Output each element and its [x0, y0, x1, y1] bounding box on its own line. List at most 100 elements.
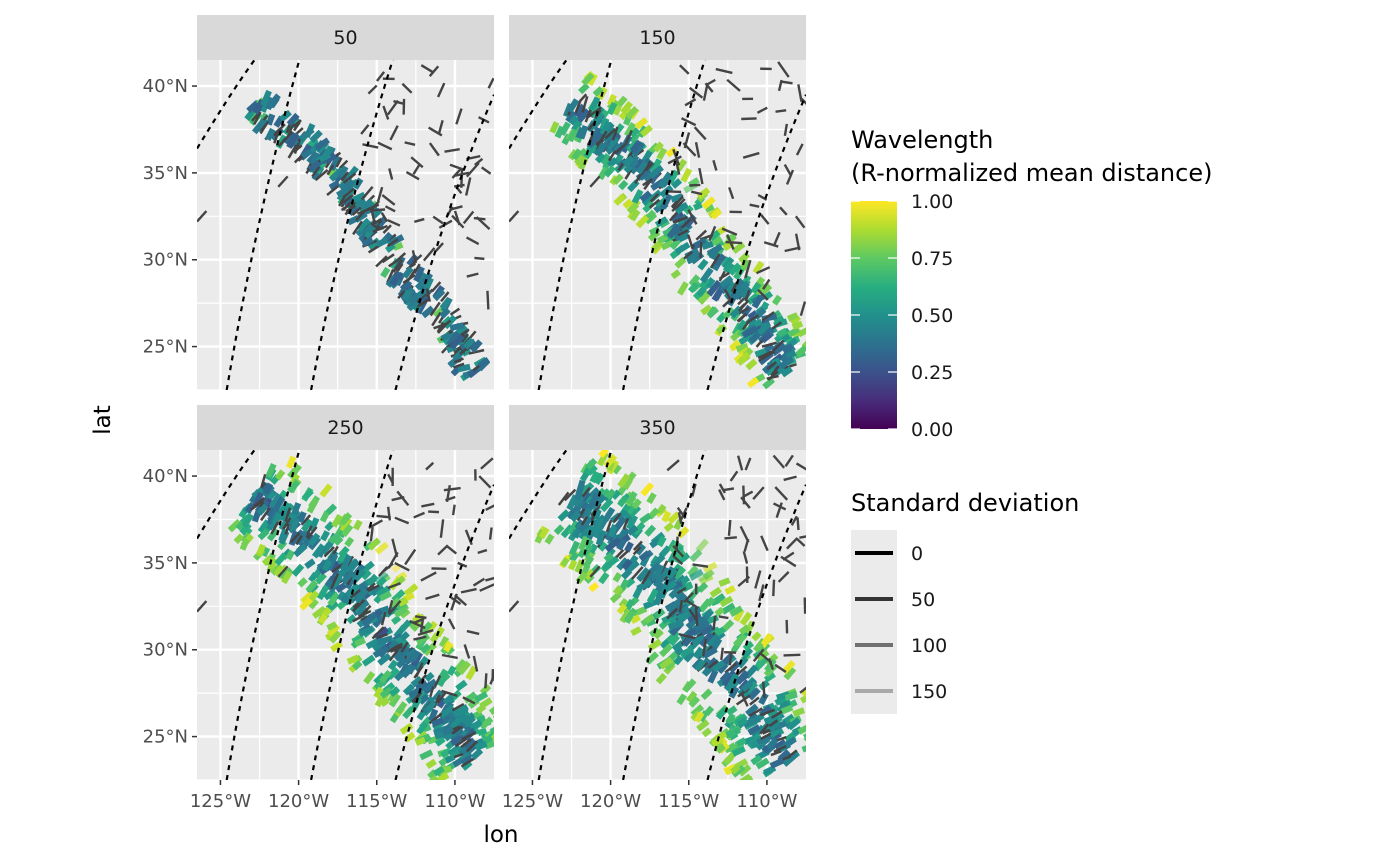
wavelength-segment [624, 609, 636, 624]
core-segment [783, 736, 797, 749]
wavelength-segment [375, 626, 389, 639]
wavelength-segment [611, 464, 622, 475]
wavelength-segment [323, 588, 337, 601]
core-segment [632, 540, 643, 551]
core-segment [265, 96, 276, 111]
sd-segment [472, 655, 479, 672]
wavelength-segment [787, 717, 801, 731]
sd-segment [370, 222, 380, 231]
wavelength-segment [304, 558, 316, 569]
core-segment [706, 243, 724, 257]
wavelength-segment [353, 197, 367, 209]
core-segment [683, 591, 695, 604]
core-segment [253, 496, 266, 508]
core-segment [617, 528, 628, 541]
sd-segment [366, 203, 380, 211]
wavelength-segment [754, 282, 767, 296]
sd-segment [447, 618, 456, 630]
core-segment [358, 625, 374, 637]
core-segment [587, 492, 601, 510]
core-segment [355, 209, 367, 222]
core-segment [308, 532, 321, 547]
wavelength-segment [797, 327, 806, 338]
wavelength-segment [328, 630, 342, 644]
wavelength-segment [736, 737, 747, 747]
wavelength-segment [721, 602, 736, 615]
wavelength-segment [568, 540, 580, 556]
sd-segment [380, 611, 387, 626]
core-segment [297, 511, 307, 524]
sd-segment [752, 486, 765, 501]
projection-arc [225, 450, 301, 780]
sd-segment [450, 593, 458, 611]
wavelength-segment [668, 634, 680, 647]
sd-segment [464, 177, 472, 196]
core-segment [337, 165, 349, 179]
sd-segment [436, 82, 446, 98]
y-tick-label: 30°N [143, 640, 188, 661]
sd-segment [744, 457, 752, 471]
wavelength-segment [680, 167, 693, 183]
core-segment [597, 130, 608, 145]
facet-panel-50: 50 [197, 15, 494, 390]
wavelength-segment [336, 590, 347, 602]
wavelength-segment [746, 376, 760, 389]
wavelength-segment [771, 294, 782, 306]
wavelength-segment [559, 121, 571, 137]
wavelength-segment [808, 712, 815, 716]
facet-strip [509, 15, 806, 60]
core-segment [286, 112, 300, 127]
wavelength-segment [752, 260, 765, 275]
wavelength-segment [677, 552, 691, 564]
core-segment [415, 680, 429, 692]
sd-segment [413, 511, 425, 519]
x-tick-label: 120°W [268, 791, 329, 812]
wavelength-segment [308, 598, 319, 610]
core-segment [315, 168, 329, 181]
core-segment [735, 694, 751, 706]
wavelength-segment [317, 613, 328, 625]
wavelength-segment [442, 693, 455, 706]
wavelength-segment [466, 691, 478, 703]
wavelength-segment [397, 597, 409, 607]
wavelength-segment [722, 306, 736, 320]
sd-segment [446, 545, 458, 555]
wavelength-segment [465, 665, 478, 681]
wavelength-segment [631, 189, 644, 205]
standard-deviation-legend: Standard deviation 0 50 100 150 [851, 489, 1079, 714]
wavelength-segment [701, 196, 716, 210]
wavelength-segment [418, 693, 430, 705]
wavelength-segment [660, 239, 674, 251]
core-segment [268, 492, 283, 509]
wavelength-segment [360, 569, 372, 581]
core-segment [439, 704, 456, 719]
wavelength-segment [577, 547, 588, 559]
core-segment [284, 507, 292, 523]
sd-segment [780, 80, 793, 85]
core-segment [648, 198, 661, 209]
sd-segment [688, 86, 704, 99]
sd-segment [693, 126, 707, 141]
sd-segment [680, 117, 697, 127]
sd-segment [672, 544, 685, 558]
wavelength-segment [612, 572, 623, 583]
sd-segment [466, 272, 479, 278]
core-segment [272, 496, 286, 513]
wavelength-segment [256, 543, 266, 555]
core-segment [604, 128, 617, 140]
sd-segment [712, 159, 718, 171]
wavelength-segment [379, 669, 392, 684]
core-segment [289, 517, 300, 533]
wavelength-segment [599, 498, 614, 513]
core-segment [634, 543, 647, 556]
sd-segment [485, 576, 494, 582]
axes-layer: 25°N 30°N 35°N 40°N 25°N 30°N 35°N 40°N 125°W 120… [143, 76, 798, 812]
wavelength-segment [801, 745, 806, 753]
projection-arcs [509, 60, 806, 390]
core-segment [460, 754, 473, 766]
core-segment [761, 311, 775, 322]
wavelength-segment [291, 463, 302, 476]
sd-segment [736, 455, 744, 471]
sd-segment [488, 527, 493, 540]
sd-segment [387, 599, 394, 614]
